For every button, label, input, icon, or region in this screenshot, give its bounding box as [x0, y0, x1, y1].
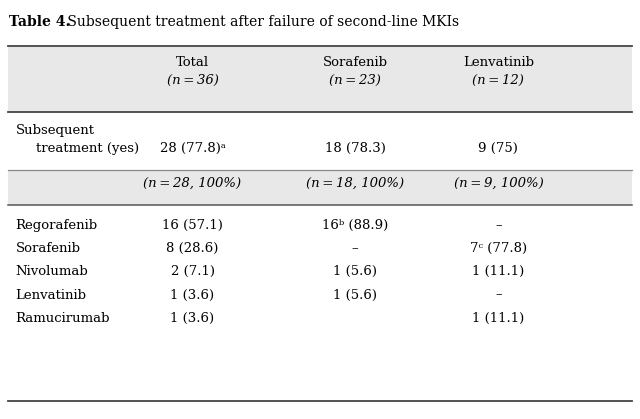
Bar: [8, 170, 632, 205]
Text: 1 (3.6): 1 (3.6): [170, 312, 214, 325]
Text: 28 (77.8)ᵃ: 28 (77.8)ᵃ: [159, 142, 225, 155]
Text: Regorafenib: Regorafenib: [15, 219, 97, 232]
Text: 7ᶜ (77.8): 7ᶜ (77.8): [470, 242, 527, 255]
Text: Nivolumab: Nivolumab: [15, 265, 88, 278]
Text: 8 (28.6): 8 (28.6): [166, 242, 219, 255]
Text: (n = 23): (n = 23): [329, 74, 381, 87]
Text: 9 (75): 9 (75): [479, 142, 518, 155]
Text: Sorafenib: Sorafenib: [323, 56, 388, 69]
Bar: [8, 47, 632, 112]
Text: treatment (yes): treatment (yes): [36, 142, 140, 155]
Text: 1 (11.1): 1 (11.1): [472, 265, 525, 278]
Text: –: –: [352, 242, 358, 255]
Text: (n = 36): (n = 36): [166, 74, 218, 87]
Text: Subsequent: Subsequent: [15, 124, 95, 137]
Text: 1 (11.1): 1 (11.1): [472, 312, 525, 325]
Text: 16 (57.1): 16 (57.1): [162, 219, 223, 232]
Text: Table 4.: Table 4.: [9, 15, 70, 29]
Text: Sorafenib: Sorafenib: [15, 242, 81, 255]
Text: Lenvatinib: Lenvatinib: [463, 56, 534, 69]
Text: 2 (7.1): 2 (7.1): [170, 265, 214, 278]
Text: 18 (78.3): 18 (78.3): [324, 142, 385, 155]
Text: 1 (5.6): 1 (5.6): [333, 289, 377, 302]
Text: 1 (3.6): 1 (3.6): [170, 289, 214, 302]
Text: –: –: [495, 289, 502, 302]
Text: (n = 28, 100%): (n = 28, 100%): [143, 177, 242, 190]
Text: (n = 9, 100%): (n = 9, 100%): [454, 177, 543, 190]
Text: Subsequent treatment after failure of second-line MKIs: Subsequent treatment after failure of se…: [63, 15, 460, 29]
Text: (n = 18, 100%): (n = 18, 100%): [306, 177, 404, 190]
Text: 16ᵇ (88.9): 16ᵇ (88.9): [322, 219, 388, 232]
Text: Ramucirumab: Ramucirumab: [15, 312, 110, 325]
Text: 1 (5.6): 1 (5.6): [333, 265, 377, 278]
Text: Total: Total: [176, 56, 209, 69]
Text: Lenvatinib: Lenvatinib: [15, 289, 86, 302]
Text: (n = 12): (n = 12): [472, 74, 524, 87]
Text: –: –: [495, 219, 502, 232]
